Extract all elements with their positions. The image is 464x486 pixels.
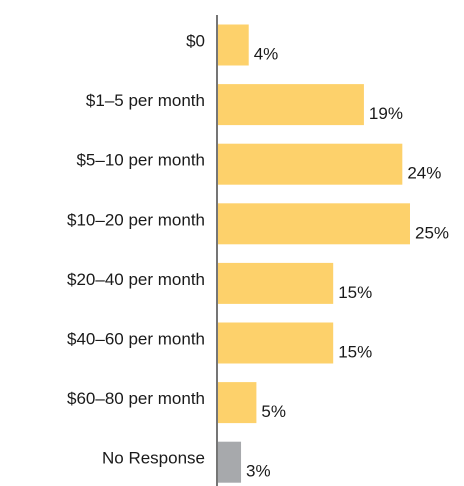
bar	[218, 262, 334, 304]
bar	[218, 382, 257, 424]
category-label: $40–60 per month	[67, 329, 205, 348]
bar	[218, 24, 249, 66]
value-label: 24%	[407, 164, 441, 183]
category-label: No Response	[102, 449, 205, 468]
bar	[218, 322, 334, 364]
category-label: $1–5 per month	[86, 91, 205, 110]
bar	[218, 441, 242, 483]
value-label: 25%	[415, 223, 449, 242]
bar	[218, 84, 364, 126]
value-label: 15%	[338, 342, 372, 361]
value-label: 5%	[261, 402, 286, 421]
value-label: 4%	[254, 44, 279, 63]
category-label: $20–40 per month	[67, 270, 205, 289]
bar	[218, 143, 403, 185]
category-label: $5–10 per month	[76, 151, 205, 170]
bar	[218, 203, 410, 245]
value-label: 3%	[246, 462, 271, 481]
value-label: 15%	[338, 283, 372, 302]
category-label: $0	[186, 31, 205, 50]
category-label: $10–20 per month	[67, 210, 205, 229]
value-label: 19%	[369, 104, 403, 123]
category-label: $60–80 per month	[67, 389, 205, 408]
